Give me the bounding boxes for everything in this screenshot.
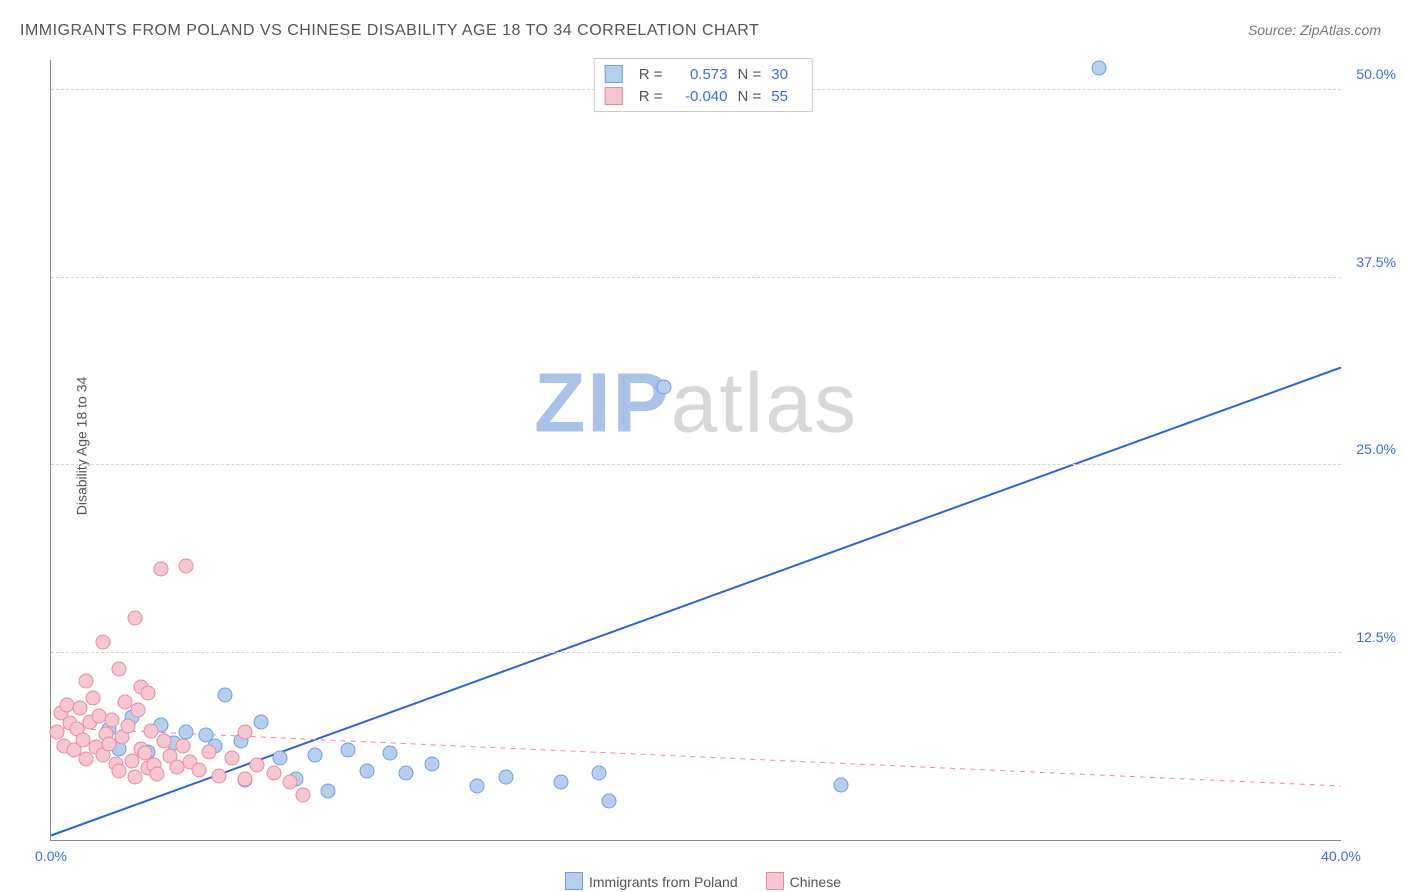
- data-point: [424, 756, 439, 771]
- data-point: [253, 714, 268, 729]
- gridline: [51, 652, 1341, 653]
- legend-item: Chinese: [766, 872, 841, 890]
- y-tick-label: 25.0%: [1346, 441, 1396, 457]
- data-point: [150, 767, 165, 782]
- data-point: [282, 774, 297, 789]
- data-point: [398, 765, 413, 780]
- data-point: [340, 743, 355, 758]
- data-point: [111, 662, 126, 677]
- legend-r-value: -0.040: [673, 88, 728, 105]
- legend-label: Chinese: [790, 874, 841, 890]
- data-point: [237, 771, 252, 786]
- legend-swatch: [605, 65, 623, 83]
- legend-n-label: N =: [738, 88, 762, 105]
- data-point: [469, 779, 484, 794]
- data-point: [127, 611, 142, 626]
- legend-swatch: [605, 87, 623, 105]
- data-point: [834, 777, 849, 792]
- data-point: [192, 762, 207, 777]
- legend-item: Immigrants from Poland: [565, 872, 738, 890]
- data-point: [1092, 60, 1107, 75]
- legend-r-label: R =: [639, 66, 663, 83]
- y-tick-label: 50.0%: [1346, 66, 1396, 82]
- legend-n-label: N =: [738, 66, 762, 83]
- legend-n-value: 55: [771, 88, 801, 105]
- data-point: [272, 750, 287, 765]
- data-point: [592, 765, 607, 780]
- data-point: [95, 635, 110, 650]
- data-point: [131, 702, 146, 717]
- data-point: [143, 723, 158, 738]
- trend-line: [51, 368, 1341, 836]
- legend-swatch: [766, 872, 784, 890]
- data-point: [73, 701, 88, 716]
- trend-lines: [51, 60, 1341, 840]
- gridline: [51, 464, 1341, 465]
- data-point: [79, 752, 94, 767]
- data-point: [85, 690, 100, 705]
- data-point: [656, 380, 671, 395]
- data-point: [218, 687, 233, 702]
- data-point: [237, 725, 252, 740]
- data-point: [105, 713, 120, 728]
- data-point: [360, 764, 375, 779]
- data-point: [156, 734, 171, 749]
- data-point: [266, 765, 281, 780]
- data-point: [179, 558, 194, 573]
- data-point: [211, 768, 226, 783]
- scatter-plot: ZIPatlas 12.5%25.0%37.5%50.0%0.0%40.0%: [50, 60, 1341, 841]
- chart-title: IMMIGRANTS FROM POLAND VS CHINESE DISABI…: [20, 22, 759, 40]
- legend-n-value: 30: [771, 66, 801, 83]
- data-point: [295, 788, 310, 803]
- data-point: [202, 744, 217, 759]
- data-point: [498, 770, 513, 785]
- data-point: [250, 758, 265, 773]
- data-point: [321, 783, 336, 798]
- legend-label: Immigrants from Poland: [589, 874, 738, 890]
- x-tick-label: 0.0%: [35, 848, 67, 864]
- data-point: [308, 747, 323, 762]
- gridline: [51, 277, 1341, 278]
- data-point: [127, 770, 142, 785]
- legend-r-label: R =: [639, 88, 663, 105]
- data-point: [79, 674, 94, 689]
- legend-stat-row: R = 0.573 N = 30: [605, 63, 802, 85]
- data-point: [176, 738, 191, 753]
- source-credit: Source: ZipAtlas.com: [1248, 22, 1381, 38]
- data-point: [553, 774, 568, 789]
- data-point: [382, 746, 397, 761]
- x-tick-label: 40.0%: [1321, 848, 1361, 864]
- correlation-legend: R = 0.573 N = 30 R = -0.040 N = 55: [594, 58, 813, 112]
- data-point: [601, 794, 616, 809]
- series-legend: Immigrants from Poland Chinese: [565, 872, 841, 890]
- legend-swatch: [565, 872, 583, 890]
- y-tick-label: 37.5%: [1346, 254, 1396, 270]
- data-point: [121, 719, 136, 734]
- legend-r-value: 0.573: [673, 66, 728, 83]
- data-point: [224, 750, 239, 765]
- y-tick-label: 12.5%: [1346, 629, 1396, 645]
- legend-stat-row: R = -0.040 N = 55: [605, 85, 802, 107]
- data-point: [111, 764, 126, 779]
- data-point: [140, 686, 155, 701]
- data-point: [153, 561, 168, 576]
